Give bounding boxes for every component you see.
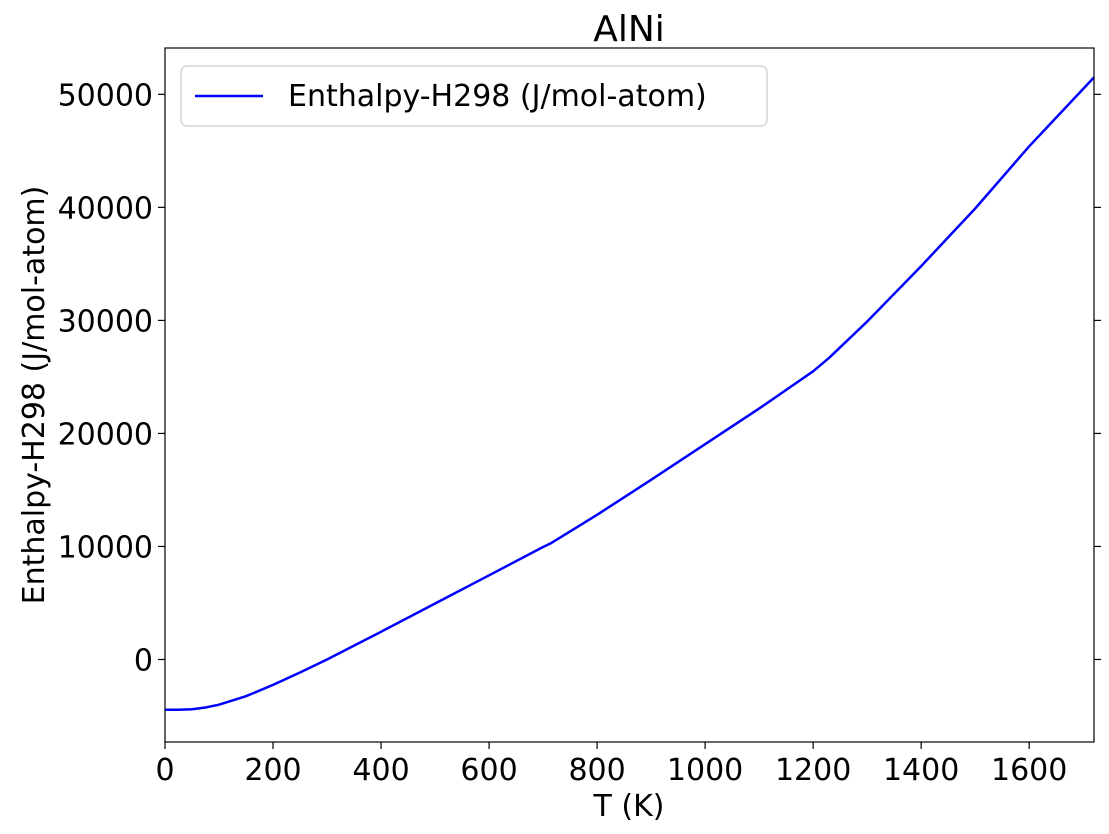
y-tick-label: 40000 [58, 191, 153, 226]
x-tick-label: 0 [155, 753, 174, 788]
y-tick-label: 50000 [58, 78, 153, 113]
plot-frame [164, 47, 1095, 743]
chart-title: AlNi [593, 9, 665, 50]
legend-entry-label: Enthalpy-H298 (J/mol-atom) [288, 79, 707, 114]
x-tick-label: 800 [568, 753, 625, 788]
legend: Enthalpy-H298 (J/mol-atom) [180, 65, 768, 127]
x-axis-label: T (K) [593, 789, 665, 824]
legend-box [180, 65, 768, 127]
y-axis-label: Enthalpy-H298 (J/mol-atom) [17, 186, 52, 605]
x-tick-label: 1000 [667, 753, 743, 788]
series-line-enthalpy [165, 76, 1095, 712]
x-tick-label: 1400 [883, 753, 959, 788]
axis-ticks: 0 200 400 600 800 1000 1200 1400 1600 0 10000 20000… [58, 78, 1101, 788]
x-tick-label: 600 [460, 753, 517, 788]
y-tick-label: 30000 [58, 304, 153, 339]
x-tick-label: 200 [244, 753, 301, 788]
x-tick-label: 1200 [775, 753, 851, 788]
y-tick-label: 20000 [58, 417, 153, 452]
plot-lines [165, 76, 1095, 712]
y-tick-label: 10000 [58, 530, 153, 565]
x-tick-label: 1600 [991, 753, 1067, 788]
y-tick-label: 0 [134, 643, 153, 678]
x-tick-label: 400 [352, 753, 409, 788]
